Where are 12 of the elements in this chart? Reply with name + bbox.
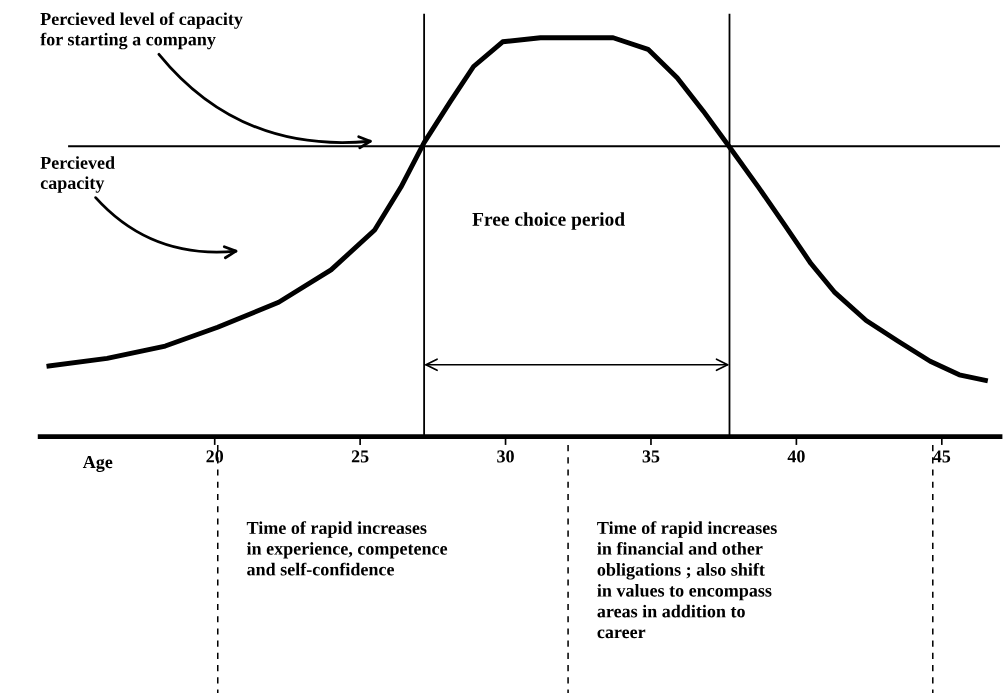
x-tick-label: 35 — [642, 450, 660, 463]
annotation: Percieved level of capacity for starting a company — [40, 12, 243, 50]
x-tick-label: 30 — [497, 450, 514, 463]
x-tick-label: 20 — [206, 450, 224, 463]
annotation: Percieved capacity — [40, 156, 115, 193]
annotation: Free choice period — [472, 212, 625, 230]
text: Time of rapid increases in financial and other obligations ; also shift in values to encompass areas in addition to career — [597, 521, 777, 639]
x-axis-title: Age — [82, 456, 113, 472]
x-tick-label: 40 — [787, 450, 805, 463]
x-tick-label: 45 — [933, 450, 951, 463]
x-tick-label: 25 — [351, 450, 369, 463]
text: Time of rapid increases in experience, competence and self-confidence — [246, 521, 448, 576]
